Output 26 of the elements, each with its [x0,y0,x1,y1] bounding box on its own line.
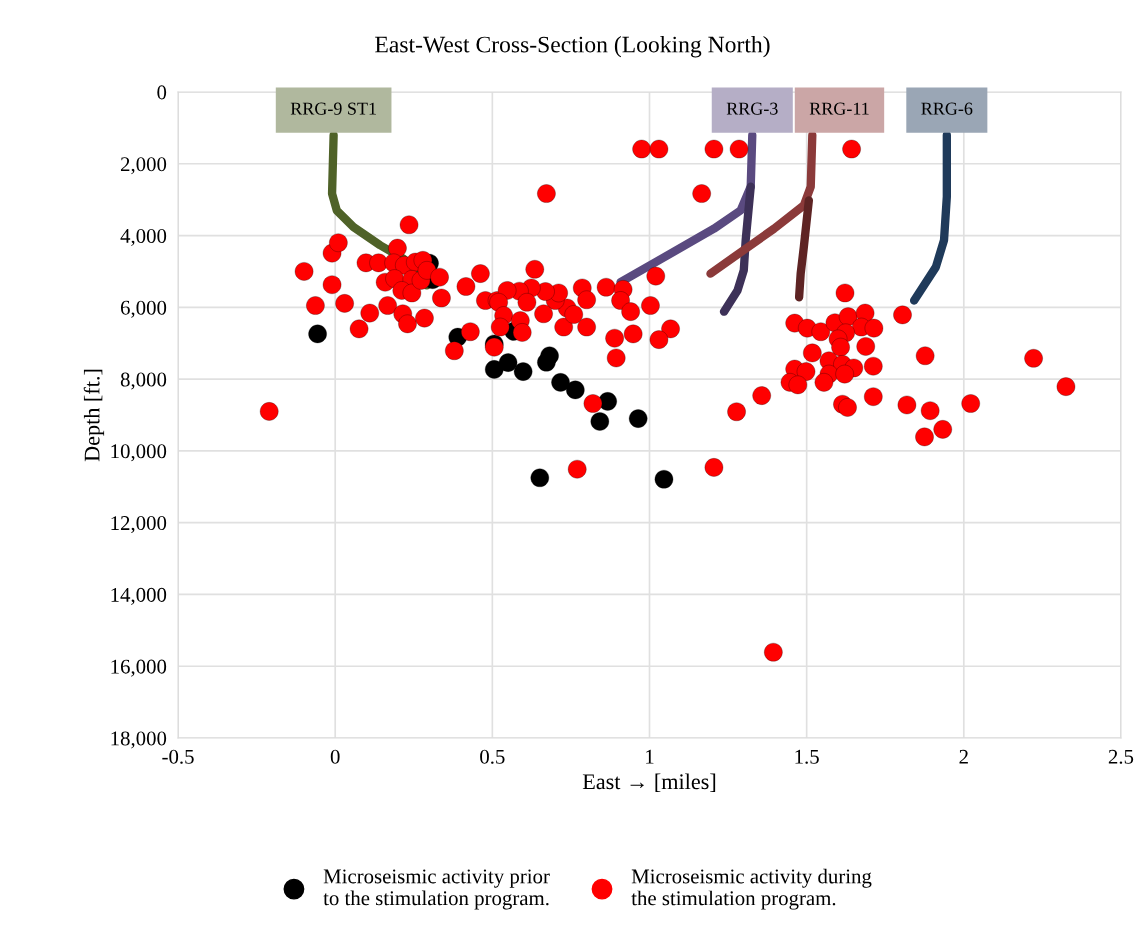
chart-title: East-West Cross-Section (Looking North) [375,35,770,58]
y-tick-label: 18,000 [111,731,167,749]
series-label: RRG-3 [726,102,778,115]
series-label: RRG-9 ST1 [290,102,376,115]
y-tick-label: 4,000 [120,228,167,246]
y-tick-label: 8,000 [120,372,167,390]
series-label: RRG-6 [921,102,973,115]
y-tick-label: 12,000 [111,516,167,534]
x-tick-label: 1 [646,749,654,764]
y-tick-label: 14,000 [111,587,167,605]
x-tick-label: 0.5 [480,749,505,764]
series-label: RRG-11 [809,102,869,115]
y-axis-title: Depth [ft.] [83,369,105,462]
x-tick-label: -0.5 [162,749,194,764]
y-tick-label: 0 [157,85,167,100]
y-tick-label: 2,000 [120,157,167,175]
x-tick-label: 0 [330,749,340,764]
x-tick-label: 2.5 [1108,749,1134,764]
y-tick-label: 16,000 [111,659,167,677]
x-tick-label: 2 [959,749,968,764]
legend-label: Microseismic activity during the stimulation program. [631,868,872,910]
legend-label: Microseismic activity prior to the stimulation program. [323,869,550,910]
x-tick-label: 1.5 [795,749,819,764]
y-tick-label: 6,000 [120,300,167,318]
x-axis-title: East → [miles] [582,773,716,792]
y-tick-label: 10,000 [111,444,167,462]
